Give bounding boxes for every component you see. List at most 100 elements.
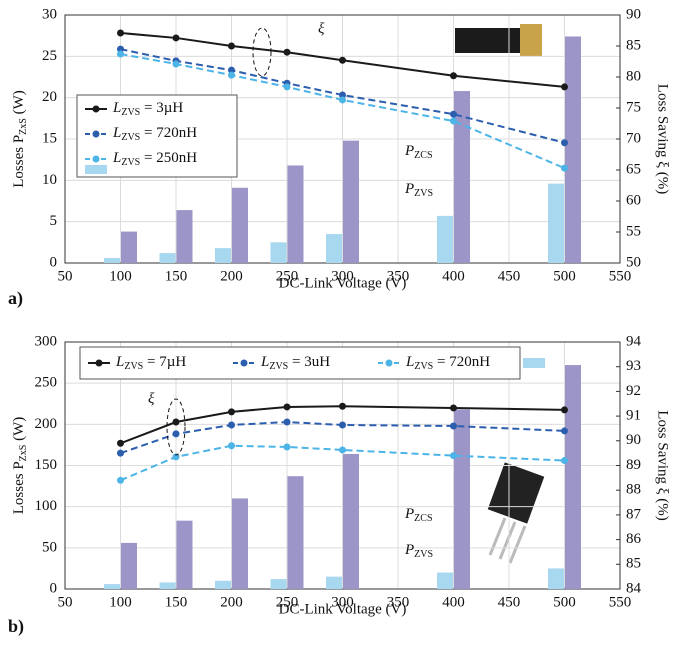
x-tick-label: 300 [331,268,354,284]
legend-bar-swatch [523,358,545,368]
legend-name: 720nH [449,354,490,370]
x-tick-label: 550 [609,268,632,284]
y2-axis-label: Loss Saving ξ (%) [655,84,671,194]
bar [270,242,287,263]
y-tick-label: 200 [35,416,58,432]
y-label-sub: ZxS [18,445,29,462]
annotation: ξ [318,21,325,37]
bar [159,253,176,263]
marker [228,71,235,79]
x-tick-label: 50 [58,594,73,610]
annotation: ξ [148,391,155,407]
annotation-sub: ZCS [414,150,432,161]
marker [561,406,568,414]
legend-sub: ZVS [121,107,140,118]
marker [228,442,235,450]
bar [454,91,470,263]
x-tick-label: 150 [165,268,188,284]
x-tick-label: 250 [276,268,299,284]
plot-frame [64,341,621,590]
bar [176,210,193,263]
annotation-sub: ZVS [414,549,433,560]
legend-symbol: L [112,100,121,116]
x-tick-label: 450 [498,268,521,284]
legend-marker [92,130,100,138]
legend-bar-swatch [85,165,107,174]
bar [121,542,137,589]
y-tick-label: 20 [42,89,57,105]
y-tick-label: 250 [35,375,58,391]
bar [176,520,193,589]
legend-name: 7µH [159,354,186,370]
marker [172,34,180,42]
marker [450,422,457,430]
legend-sub: ZVS [269,361,288,372]
plot-frame [64,14,621,264]
x-tick-label: 200 [220,594,243,610]
y2-tick-label: 87 [626,506,642,522]
legend-marker [385,359,393,367]
y-tick-label: 10 [42,172,57,188]
panel-label: b) [8,616,24,637]
legend-eq: = [140,125,156,141]
bar [287,165,304,263]
legend-eq: = [143,354,159,370]
tht-package [487,462,545,564]
legend-label: LZVS = 720nH [112,125,197,143]
y2-tick-label: 92 [626,383,641,399]
marker [283,443,291,451]
y2-tick-label: 75 [626,99,641,115]
marker [228,66,235,74]
legend-symbol: L [260,354,269,370]
marker [561,427,568,435]
bar [104,258,120,263]
annotation-sub: ZVS [414,188,433,199]
legend-marker [95,359,103,367]
y-label-unit: (W) [11,417,27,445]
x-tick-label: 200 [220,268,243,284]
annotation: PZCS [404,506,433,524]
y2-axis-label: Loss Saving ξ (%) [655,410,671,520]
y2-tick-label: 91 [626,408,641,424]
marker [228,42,235,50]
x-tick-label: 250 [276,594,299,610]
legend-name: 3uH [304,354,330,370]
y-label-sub: ZxS [18,118,29,135]
bar [454,409,470,589]
y2-tick-label: 85 [626,37,641,53]
x-tick-label: 450 [498,594,521,610]
bar [343,140,359,263]
bar [548,568,564,589]
x-tick-label: 100 [109,268,132,284]
marker [339,91,346,99]
marker [283,83,291,91]
y-label-unit: (W) [11,90,27,118]
annotation-text: P [404,506,414,522]
y-tick-label: 0 [50,254,58,270]
marker [450,110,457,118]
x-tick-label: 350 [387,268,410,284]
x-tick-label: 300 [331,594,354,610]
annotation-text: ξ [148,391,155,407]
legend-label: LZVS = 720nH [405,354,490,372]
y2-tick-label: 60 [626,192,641,208]
bar [215,248,231,263]
bar [437,215,453,263]
x-tick-label: 500 [553,268,576,284]
y2-tick-label: 65 [626,161,641,177]
x-tick-label: 350 [387,594,410,610]
marker [172,430,180,438]
legend-symbol: L [112,150,121,166]
y-label-text: Losses P [11,135,27,188]
y-axis-label: Losses PZxS (W) [11,90,29,188]
bar [159,582,176,589]
annotation-text: P [404,181,414,197]
marker [283,48,291,56]
legend-sub: ZVS [121,157,140,168]
x-tick-label: 50 [58,268,73,284]
marker [450,452,457,460]
bar [232,498,248,589]
annotation-text: P [404,143,414,159]
x-axis-label: DC-Link Voltage (V) [279,275,407,291]
marker [228,421,235,429]
